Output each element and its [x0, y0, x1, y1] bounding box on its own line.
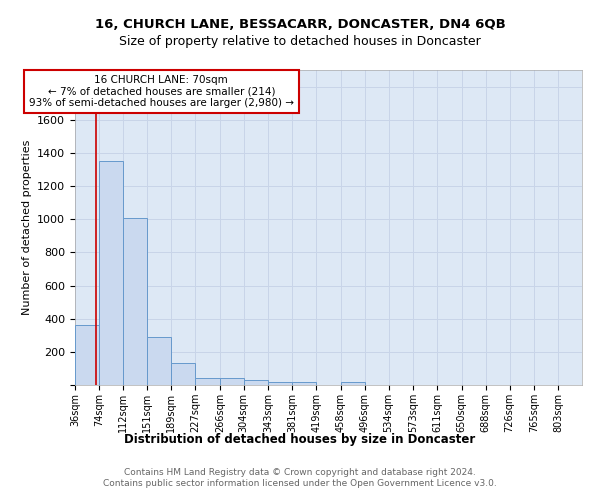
Bar: [123, 218, 148, 385]
Text: Contains HM Land Registry data © Crown copyright and database right 2024.
Contai: Contains HM Land Registry data © Crown c…: [103, 468, 497, 487]
Bar: [220, 378, 244, 385]
Text: Distribution of detached houses by size in Doncaster: Distribution of detached houses by size …: [124, 432, 476, 446]
Text: 16 CHURCH LANE: 70sqm
← 7% of detached houses are smaller (214)
93% of semi-deta: 16 CHURCH LANE: 70sqm ← 7% of detached h…: [29, 75, 294, 108]
Bar: [292, 382, 316, 385]
Text: 16, CHURCH LANE, BESSACARR, DONCASTER, DN4 6QB: 16, CHURCH LANE, BESSACARR, DONCASTER, D…: [95, 18, 505, 30]
Y-axis label: Number of detached properties: Number of detached properties: [22, 140, 32, 315]
Bar: [75, 326, 99, 385]
Bar: [195, 378, 220, 385]
Bar: [341, 382, 365, 385]
Bar: [268, 382, 292, 385]
Bar: [172, 364, 195, 385]
Bar: [148, 337, 172, 385]
Bar: [99, 161, 123, 385]
Text: Size of property relative to detached houses in Doncaster: Size of property relative to detached ho…: [119, 35, 481, 48]
Bar: [244, 380, 268, 385]
